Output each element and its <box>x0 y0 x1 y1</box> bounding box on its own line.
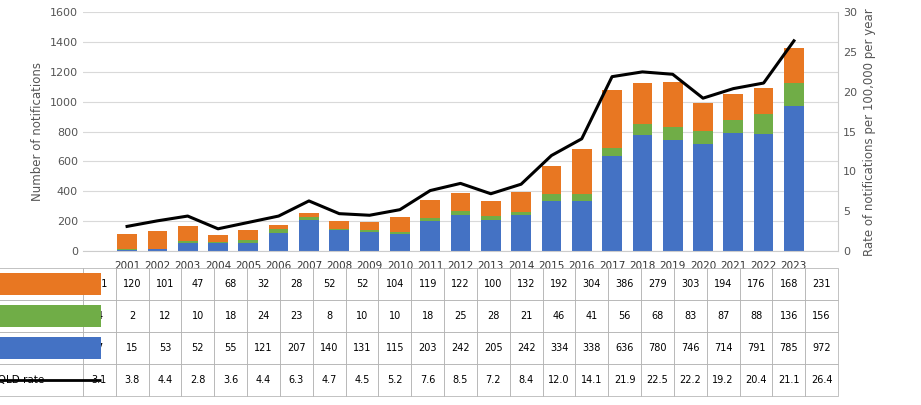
Bar <box>633 83 652 124</box>
Bar <box>663 82 682 127</box>
Bar <box>572 149 591 194</box>
Bar <box>420 218 440 221</box>
Bar <box>330 221 349 229</box>
Bar <box>269 233 288 251</box>
Bar <box>390 217 410 232</box>
Bar <box>208 242 227 243</box>
Bar <box>542 166 561 194</box>
Bar <box>330 230 349 251</box>
Bar <box>360 222 379 230</box>
Bar <box>178 226 197 241</box>
Bar <box>572 194 591 200</box>
Bar <box>390 234 410 251</box>
Bar <box>360 232 379 251</box>
Bar <box>694 145 713 251</box>
Bar <box>633 134 652 251</box>
Bar <box>147 249 168 251</box>
Bar <box>299 220 319 251</box>
Bar <box>694 132 713 145</box>
Bar <box>239 230 258 240</box>
Bar <box>602 90 622 148</box>
Bar <box>572 200 591 251</box>
Bar <box>450 215 471 251</box>
Bar <box>753 134 774 251</box>
Bar <box>420 200 440 218</box>
Bar <box>784 48 804 83</box>
Bar <box>390 232 410 234</box>
Bar <box>542 194 561 201</box>
Bar <box>239 243 258 251</box>
Bar <box>511 212 531 215</box>
Bar <box>724 120 743 133</box>
Bar <box>269 230 288 233</box>
Bar <box>602 156 622 251</box>
Y-axis label: Rate of notifications per 100,000 per year: Rate of notifications per 100,000 per ye… <box>863 8 876 256</box>
Bar <box>178 241 197 243</box>
Bar <box>117 234 137 249</box>
Bar <box>511 192 531 212</box>
Bar <box>602 148 622 156</box>
Bar <box>360 230 379 232</box>
Bar <box>269 225 288 230</box>
Bar <box>753 88 774 113</box>
Bar <box>633 124 652 134</box>
Bar <box>663 140 682 251</box>
Bar <box>420 221 440 251</box>
Bar <box>481 220 501 251</box>
Bar <box>481 216 501 220</box>
Bar <box>117 250 137 251</box>
Bar <box>330 229 349 230</box>
Y-axis label: Number of notifications: Number of notifications <box>31 62 44 201</box>
Bar <box>542 201 561 251</box>
Bar <box>784 83 804 106</box>
Bar <box>299 213 319 217</box>
Bar <box>178 243 197 251</box>
Bar <box>147 230 168 249</box>
Bar <box>481 201 501 216</box>
Bar <box>208 235 227 242</box>
Bar <box>784 106 804 251</box>
Bar <box>511 215 531 251</box>
Bar <box>299 217 319 220</box>
Bar <box>450 211 471 215</box>
Bar <box>753 113 774 134</box>
Bar <box>663 127 682 140</box>
Bar <box>450 193 471 211</box>
Bar <box>724 94 743 120</box>
Bar <box>694 102 713 132</box>
Bar <box>239 240 258 243</box>
Bar <box>208 243 227 251</box>
Bar <box>724 133 743 251</box>
Bar <box>117 249 137 250</box>
